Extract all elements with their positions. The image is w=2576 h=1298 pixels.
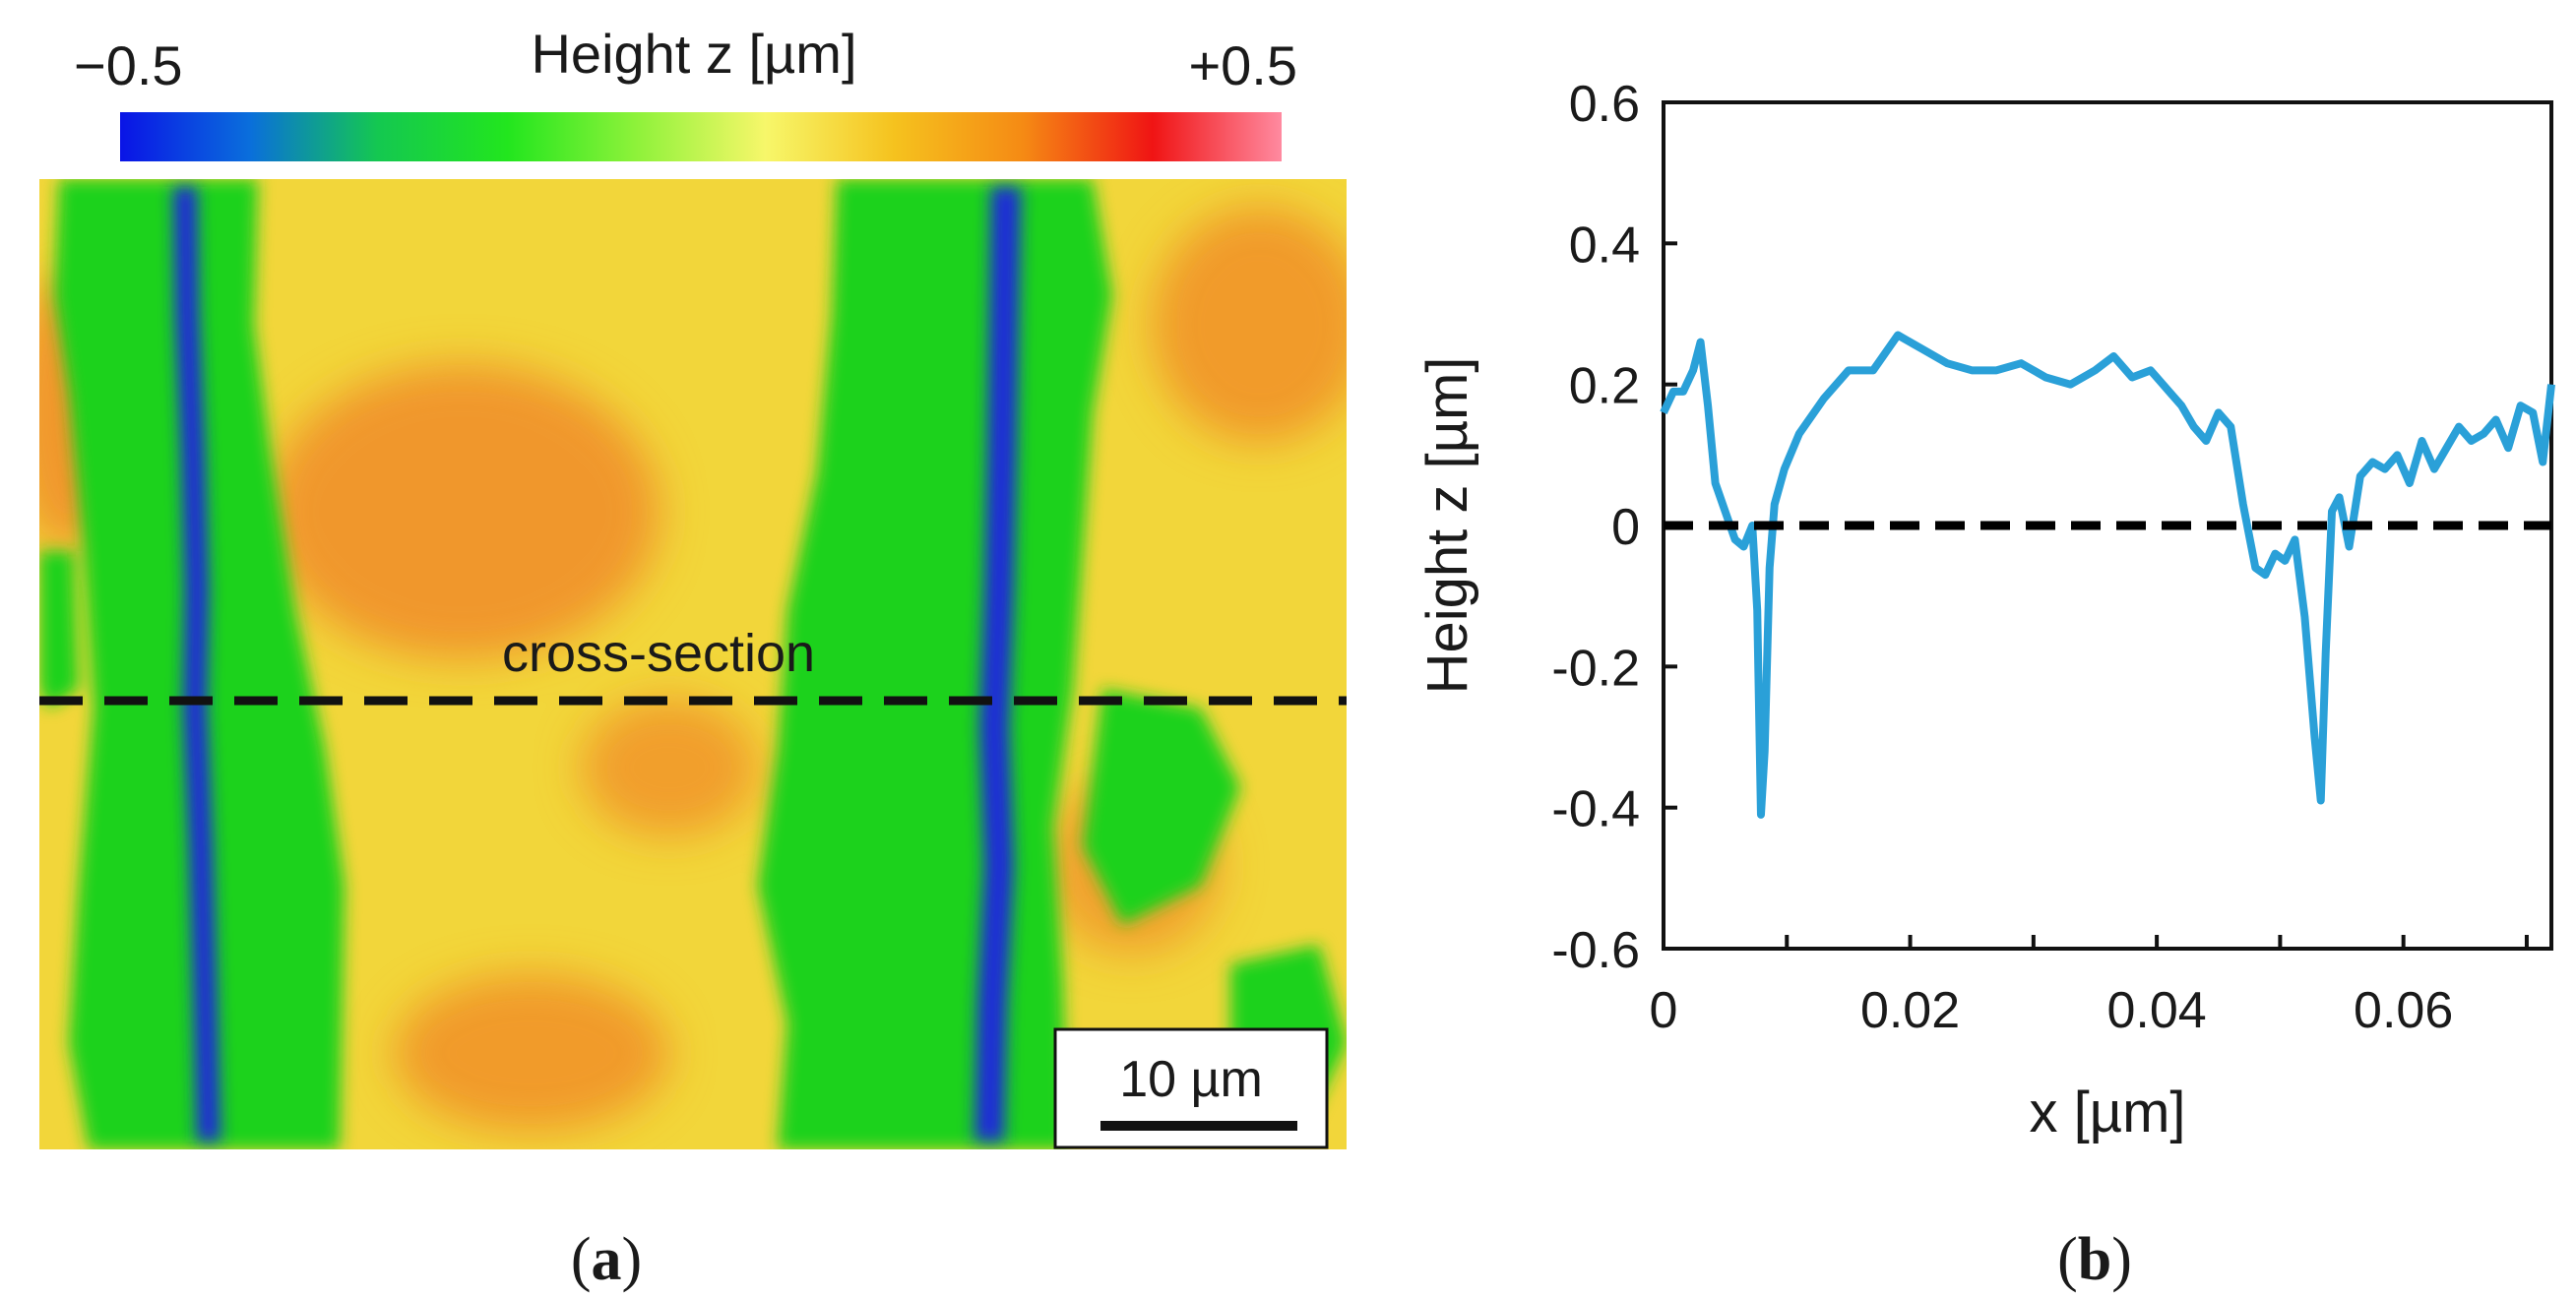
y-axis: -0.6 -0.4 -0.2 0 0.2 0.4 0.6 <box>1551 76 1677 979</box>
colorbar-max-label: +0.5 <box>1188 34 1297 96</box>
plot-area <box>1662 100 2553 951</box>
panel-a-label-letter: a <box>592 1226 622 1293</box>
y-tick-label: -0.6 <box>1551 922 1640 979</box>
x-axis: 0 0.02 0.04 0.06 <box>1650 935 2529 1039</box>
map-grooves <box>173 186 1021 1143</box>
scale-bar: 10 µm <box>1053 1027 1329 1149</box>
colorbar-gradient <box>120 112 1282 161</box>
map-valley-patch <box>39 551 79 709</box>
series-profile <box>1660 331 2555 819</box>
map-high-region <box>1152 207 1347 443</box>
colorbar: Height z [µm] −0.5 +0.5 <box>74 23 1297 161</box>
map-valley-right <box>758 179 1112 1149</box>
map-high-region <box>581 699 758 836</box>
x-tick-label: 0.02 <box>1860 982 1960 1039</box>
panel-a-label-open: ( <box>571 1226 592 1293</box>
colorbar-min-label: −0.5 <box>74 34 183 96</box>
x-axis-label: x [µm] <box>2029 1081 2185 1144</box>
series-layer <box>1660 331 2555 819</box>
y-tick-label: 0.6 <box>1569 76 1640 133</box>
map-groove-right <box>974 186 1021 1143</box>
panel-b-label-open: ( <box>2057 1226 2078 1293</box>
panel-b-label: (b) <box>2057 1226 2132 1293</box>
map-high-region <box>394 974 669 1132</box>
colorbar-title: Height z [µm] <box>531 23 856 85</box>
x-tick-label: 0 <box>1650 982 1678 1039</box>
cross-section-label: cross-section <box>502 624 815 683</box>
y-tick-label: 0 <box>1611 499 1640 556</box>
panel-b-label-close: ) <box>2111 1226 2132 1293</box>
y-tick-label: 0.2 <box>1569 358 1640 415</box>
panel-b-label-letter: b <box>2078 1226 2111 1293</box>
y-tick-label: -0.4 <box>1551 781 1640 838</box>
panel-a-label: (a) <box>571 1226 642 1293</box>
panel-b: -0.6 -0.4 -0.2 0 0.2 0.4 0.6 0 0.02 0.04 0.06 Hei… <box>1415 76 2555 1293</box>
y-tick-label: 0.4 <box>1569 216 1640 274</box>
map-valley-patch <box>1083 689 1240 925</box>
x-tick-label: 0.04 <box>2107 982 2207 1039</box>
x-tick-label: 0.06 <box>2354 982 2453 1039</box>
y-tick-label: -0.2 <box>1551 640 1640 697</box>
height-map <box>39 179 1347 1149</box>
map-high-region <box>266 364 660 659</box>
map-groove-left <box>173 186 220 1143</box>
scale-bar-label: 10 µm <box>1119 1051 1263 1108</box>
y-axis-label: Height z [µm] <box>1415 357 1479 695</box>
panel-a: Height z [µm] −0.5 +0.5 <box>39 23 1347 1293</box>
panel-a-label-close: ) <box>622 1226 643 1293</box>
